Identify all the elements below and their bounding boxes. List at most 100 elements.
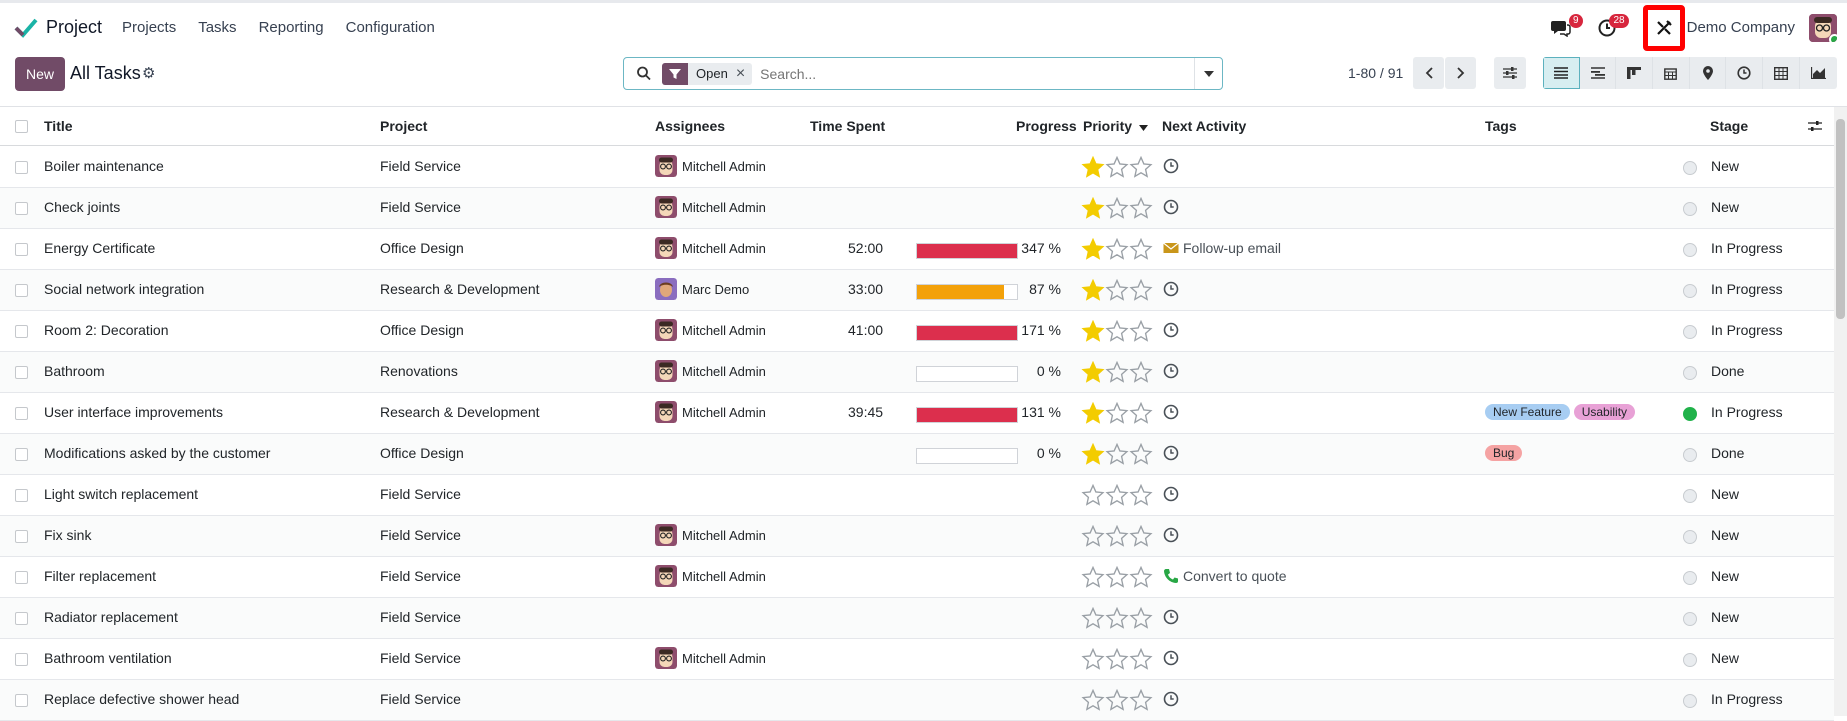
task-assignee[interactable]: Mitchell Admin <box>655 647 766 669</box>
calendar-view-button[interactable] <box>1653 57 1690 89</box>
star-empty-icon[interactable] <box>1105 525 1129 547</box>
star-empty-icon[interactable] <box>1129 279 1153 301</box>
task-assignee[interactable]: Mitchell Admin <box>655 319 766 341</box>
star-empty-icon[interactable] <box>1081 648 1105 670</box>
row-checkbox[interactable] <box>15 161 28 174</box>
menu-projects[interactable]: Projects <box>122 19 177 36</box>
vertical-scrollbar[interactable] <box>1834 107 1847 716</box>
pager-previous-button[interactable] <box>1413 57 1444 89</box>
table-row[interactable]: Filter replacement Field Service Mitchell … <box>0 557 1834 598</box>
kanban-state-dot[interactable] <box>1683 530 1697 544</box>
priority-stars[interactable] <box>1081 689 1153 711</box>
priority-stars[interactable] <box>1081 279 1153 301</box>
task-project[interactable]: Renovations <box>380 363 458 379</box>
menu-tasks[interactable]: Tasks <box>198 19 237 36</box>
priority-stars[interactable] <box>1081 238 1153 260</box>
app-brand[interactable]: Project <box>14 16 102 40</box>
kanban-state-dot[interactable] <box>1683 366 1697 380</box>
star-empty-icon[interactable] <box>1129 443 1153 465</box>
clock-icon[interactable] <box>1163 199 1179 215</box>
priority-stars[interactable] <box>1081 361 1153 383</box>
list-view-button[interactable] <box>1543 57 1580 89</box>
task-title[interactable]: Bathroom ventilation <box>44 650 172 666</box>
task-title[interactable]: Check joints <box>44 199 121 215</box>
debug-tools-button[interactable] <box>1642 4 1685 51</box>
select-all-checkbox[interactable] <box>15 120 28 133</box>
next-activity[interactable] <box>1163 281 1183 297</box>
table-row[interactable]: Social network integration Research & Dev… <box>0 270 1834 311</box>
kanban-state-dot[interactable] <box>1683 161 1697 175</box>
kanban-state-dot[interactable] <box>1683 653 1697 667</box>
star-empty-icon[interactable] <box>1129 607 1153 629</box>
star-filled-icon[interactable] <box>1081 156 1105 178</box>
row-checkbox[interactable] <box>15 407 28 420</box>
task-title[interactable]: Light switch replacement <box>44 486 199 502</box>
kanban-state-dot[interactable] <box>1683 407 1697 421</box>
activity-menu[interactable]: 28 <box>1591 12 1629 44</box>
table-row[interactable]: Bathroom Renovations Mitchell Admin 0 % Done <box>0 352 1834 393</box>
next-activity[interactable] <box>1163 691 1183 707</box>
task-project[interactable]: Field Service <box>380 650 461 666</box>
task-title[interactable]: Fix sink <box>44 527 92 543</box>
row-checkbox[interactable] <box>15 694 28 707</box>
kanban-state-dot[interactable] <box>1683 571 1697 585</box>
star-empty-icon[interactable] <box>1105 648 1129 670</box>
table-row[interactable]: Modifications asked by the customer Offic… <box>0 434 1834 475</box>
row-checkbox[interactable] <box>15 325 28 338</box>
task-project[interactable]: Field Service <box>380 568 461 584</box>
user-avatar[interactable] <box>1809 13 1837 42</box>
kanban-state-dot[interactable] <box>1683 448 1697 462</box>
star-filled-icon[interactable] <box>1081 197 1105 219</box>
task-title[interactable]: User interface improvements <box>44 404 223 420</box>
next-activity[interactable] <box>1163 445 1183 461</box>
gear-icon[interactable]: ⚙ <box>142 65 156 82</box>
star-empty-icon[interactable] <box>1105 566 1129 588</box>
table-row[interactable]: Bathroom ventilation Field Service Mitchel… <box>0 639 1834 680</box>
envelope-icon[interactable] <box>1163 240 1179 256</box>
task-project[interactable]: Office Design <box>380 445 464 461</box>
column-tags[interactable]: Tags <box>1485 118 1517 134</box>
star-empty-icon[interactable] <box>1129 197 1153 219</box>
task-project[interactable]: Office Design <box>380 322 464 338</box>
task-assignee[interactable]: Mitchell Admin <box>655 155 766 177</box>
kanban-state-dot[interactable] <box>1683 284 1697 298</box>
star-empty-icon[interactable] <box>1129 238 1153 260</box>
new-button[interactable]: New <box>15 57 65 91</box>
clock-icon[interactable] <box>1163 486 1179 502</box>
task-title[interactable]: Bathroom <box>44 363 105 379</box>
clock-icon[interactable] <box>1163 322 1179 338</box>
table-row[interactable]: Boiler maintenance Field Service Mitchell … <box>0 147 1834 188</box>
star-empty-icon[interactable] <box>1129 648 1153 670</box>
next-activity[interactable] <box>1163 322 1183 338</box>
priority-stars[interactable] <box>1081 197 1153 219</box>
star-empty-icon[interactable] <box>1129 156 1153 178</box>
star-empty-icon[interactable] <box>1081 525 1105 547</box>
priority-stars[interactable] <box>1081 320 1153 342</box>
kanban-state-dot[interactable] <box>1683 612 1697 626</box>
star-empty-icon[interactable] <box>1105 320 1129 342</box>
row-checkbox[interactable] <box>15 530 28 543</box>
next-activity[interactable] <box>1163 650 1183 666</box>
task-title[interactable]: Energy Certificate <box>44 240 156 256</box>
graph-view-button[interactable] <box>1799 57 1837 89</box>
company-switcher[interactable]: Demo Company <box>1686 19 1795 36</box>
kanban-state-dot[interactable] <box>1683 243 1697 257</box>
kanban-state-dot[interactable] <box>1683 202 1697 216</box>
pager-value[interactable]: 1-80 / 91 <box>1348 65 1404 81</box>
clock-icon[interactable] <box>1163 527 1179 543</box>
clock-icon[interactable] <box>1163 445 1179 461</box>
star-empty-icon[interactable] <box>1129 525 1153 547</box>
row-checkbox[interactable] <box>15 571 28 584</box>
star-empty-icon[interactable] <box>1105 279 1129 301</box>
kanban-state-dot[interactable] <box>1683 489 1697 503</box>
clock-icon[interactable] <box>1163 363 1179 379</box>
pager-next-button[interactable] <box>1445 57 1476 89</box>
column-time-spent[interactable]: Time Spent <box>810 118 886 134</box>
clock-icon[interactable] <box>1163 650 1179 666</box>
column-project[interactable]: Project <box>380 118 428 134</box>
column-stage[interactable]: Stage <box>1710 118 1749 134</box>
task-project[interactable]: Research & Development <box>380 404 540 420</box>
star-empty-icon[interactable] <box>1105 443 1129 465</box>
star-empty-icon[interactable] <box>1105 689 1129 711</box>
priority-stars[interactable] <box>1081 607 1153 629</box>
